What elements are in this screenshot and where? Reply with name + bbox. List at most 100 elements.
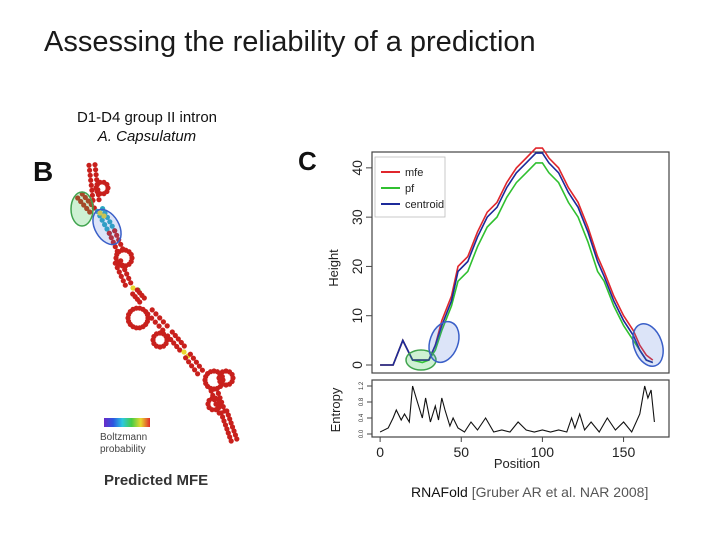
legend-label-mfe: mfe [405, 167, 423, 179]
legend-label-pf: pf [405, 183, 415, 195]
series-line-centroid [380, 152, 654, 366]
nucleotide-bead [81, 202, 87, 208]
nucleotide-bead [225, 430, 231, 436]
nucleotide-bead [75, 195, 81, 201]
nucleotide-bead [92, 162, 98, 168]
nucleotide-bead [119, 247, 125, 253]
rna-beads [75, 162, 240, 444]
nucleotide-bead [193, 359, 199, 365]
nucleotide-bead [152, 319, 158, 325]
citation-reference: [Gruber AR et al. NAR 2008] [471, 484, 649, 500]
green-highlight-ellipse-plot [405, 349, 437, 371]
nucleotide-bead [85, 198, 91, 204]
nucleotide-bead [97, 210, 103, 216]
boltzmann-legend-line1: Boltzmann [100, 432, 148, 443]
nucleotide-bead [149, 307, 155, 313]
nucleotide-bead [156, 323, 162, 329]
nucleotide-bead [157, 315, 163, 321]
green-highlight-ellipse [70, 191, 94, 227]
nucleotide-bead [231, 428, 237, 434]
nucleotide-bead [122, 267, 128, 273]
nucleotide-bead [229, 424, 236, 430]
nucleotide-bead [234, 436, 240, 442]
nucleotide-bead [224, 426, 230, 432]
nucleotide-bead [112, 228, 118, 234]
nucleotide-bead [88, 182, 94, 188]
nucleotide-bead [114, 232, 120, 238]
nucleotide-bead [128, 251, 134, 258]
y-tick-label: 0 [349, 361, 365, 369]
entropy-tick-label: 1.2 [359, 381, 365, 390]
position-axis-label: Position [494, 456, 540, 471]
nucleotide-bead [213, 407, 219, 413]
nucleotide-bead [97, 179, 103, 185]
nucleotide-bead [126, 275, 132, 281]
subtitle-line1: D1-D4 group II intron [76, 109, 218, 126]
y-tick-label: 30 [349, 209, 365, 225]
nucleotide-bead [229, 371, 235, 378]
height-axis-label: Height [326, 249, 341, 287]
nucleotide-bead [93, 172, 99, 178]
nucleotide-bead [118, 258, 124, 264]
nucleotide-bead [89, 187, 95, 193]
y-tick-label: 20 [349, 258, 365, 274]
nucleotide-bead [124, 271, 130, 277]
y-tick-label: 40 [349, 160, 365, 176]
subtitle-species: A. Capsulatum [97, 128, 197, 145]
nucleotide-bead [87, 167, 93, 173]
legend-label-centroid: centroid [405, 199, 444, 211]
nucleotide-bead [160, 319, 166, 325]
nucleotide-bead [137, 299, 143, 305]
entropy-y-axis: 0.0 0.4 0.8 1.2 [359, 381, 372, 438]
nucleotide-bead [104, 181, 110, 188]
entropy-tick-label: 0.4 [359, 413, 365, 422]
nucleotide-bead [89, 192, 95, 198]
series-lines [380, 147, 654, 366]
nucleotide-bead [164, 323, 170, 329]
nucleotide-bead [101, 213, 107, 219]
nucleotide-bead [181, 349, 187, 355]
nucleotide-bead [93, 167, 99, 173]
nucleotide-bead [220, 414, 226, 420]
nucleotide-bead [141, 295, 147, 301]
nucleotide-bead [199, 367, 205, 373]
nucleotide-bead [177, 347, 183, 353]
nucleotide-bead [118, 273, 124, 279]
nucleotide-bead [87, 172, 93, 178]
figure-subtitle: D1-D4 group II intron A. Capsulatum [52, 108, 242, 146]
chart-legend: mfe pf centroid [381, 167, 444, 211]
nucleotide-bead [104, 226, 110, 232]
nucleotide-bead [128, 280, 134, 286]
x-tick-label: 150 [612, 444, 636, 460]
nucleotide-bead [181, 343, 187, 349]
nucleotide-bead [225, 412, 231, 418]
nucleotide-bead [101, 191, 107, 197]
nucleotide-bead [168, 336, 174, 343]
nucleotide-bead [112, 244, 118, 250]
y-tick-label: 10 [349, 308, 365, 324]
nucleotide-bead [209, 395, 215, 401]
nucleotide-bead [189, 363, 195, 369]
nucleotide-bead [171, 340, 177, 346]
nucleotide-bead [172, 332, 178, 339]
slide-title: Assessing the reliability of a predictio… [44, 26, 536, 58]
nucleotide-bead [216, 397, 222, 404]
nucleotide-bead [145, 311, 151, 317]
nucleotide-bead [106, 230, 112, 236]
nucleotide-bead [222, 422, 229, 428]
nucleotide-bead [102, 222, 108, 228]
entropy-line [379, 385, 655, 434]
nucleotide-bead [227, 434, 233, 440]
x-tick-label: 0 [376, 444, 384, 460]
boltzmann-legend-line2: probability [100, 444, 146, 455]
nucleotide-bead [87, 209, 93, 215]
nucleotide-bead [228, 420, 234, 426]
panel-b-label: B [33, 156, 54, 187]
boltzmann-legend: Boltzmann probability [100, 432, 147, 456]
nucleotide-bead [130, 285, 136, 291]
nucleotide-bead [169, 329, 175, 335]
entropy-tick-label: 0.8 [359, 397, 365, 406]
nucleotide-bead [99, 217, 105, 223]
